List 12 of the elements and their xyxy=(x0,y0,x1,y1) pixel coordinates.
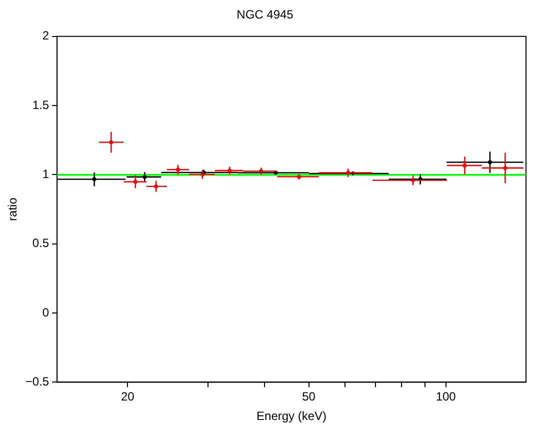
x-tick-label: 50 xyxy=(302,390,316,404)
y-tick-label: 0 xyxy=(42,305,50,320)
y-tick-label: 1.5 xyxy=(32,98,50,112)
x-axis-title: Energy (keV) xyxy=(256,409,327,424)
x-tick-label: 20 xyxy=(120,390,135,404)
y-tick-label: 1 xyxy=(42,167,50,182)
x-tick-label: 100 xyxy=(436,390,456,404)
chart-title: NGC 4945 xyxy=(236,8,294,22)
y-tick-label: 2 xyxy=(42,28,50,43)
y-tick-label: −0.5 xyxy=(25,374,50,389)
y-tick-label: 0.5 xyxy=(32,236,50,250)
y-axis-title: ratio xyxy=(6,197,20,221)
